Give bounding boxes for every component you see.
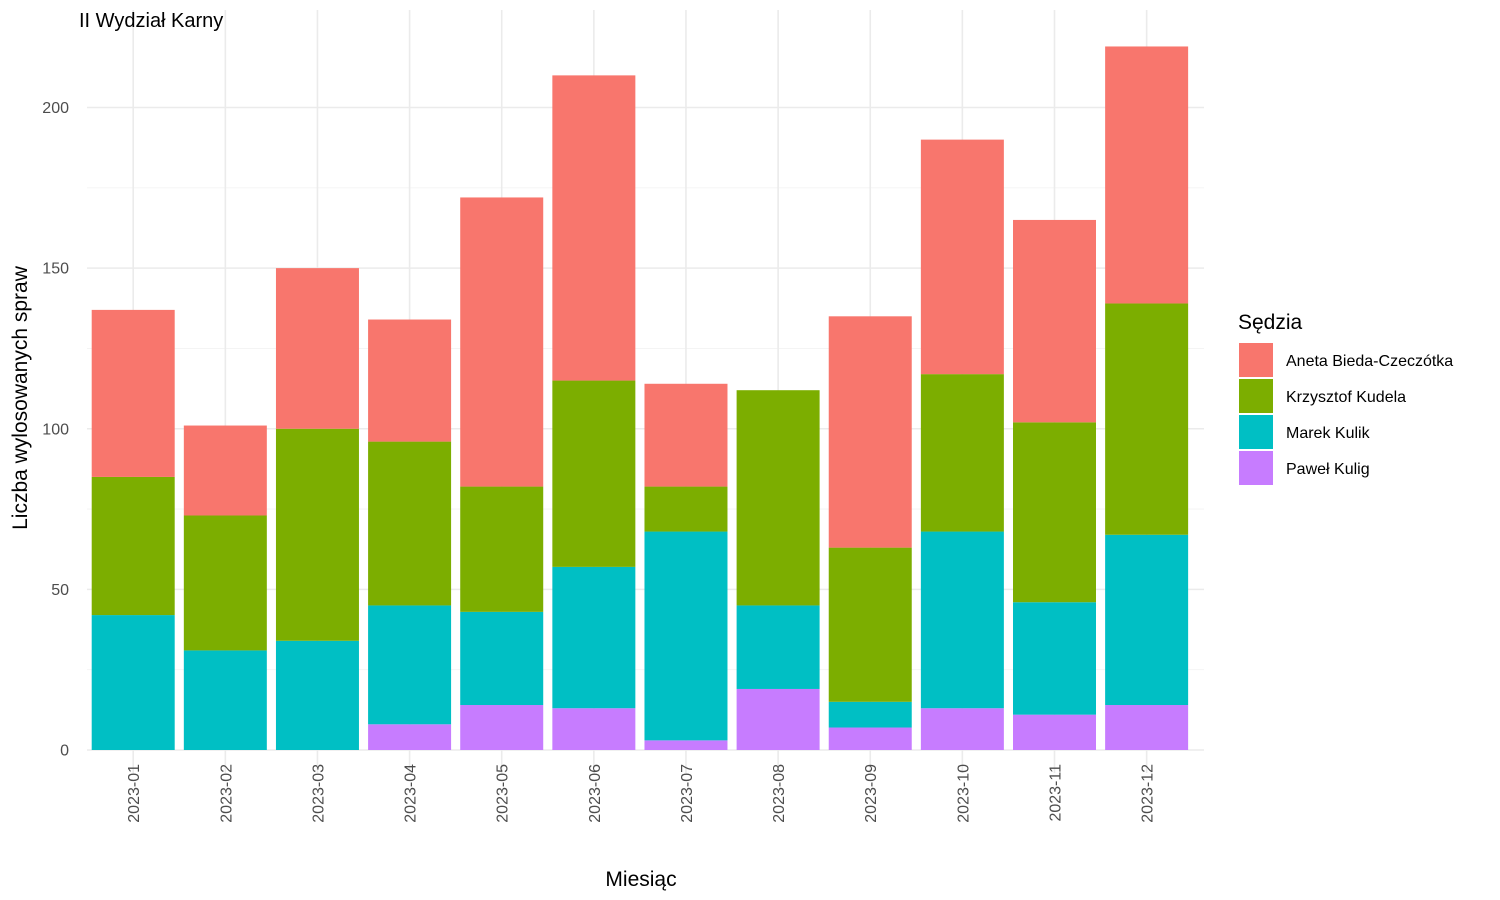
bars bbox=[91, 46, 1189, 750]
y-axis-title: Liczba wylosowanych spraw bbox=[9, 265, 32, 530]
bar-segment bbox=[644, 740, 728, 750]
y-tick-label: 50 bbox=[51, 582, 69, 599]
bar-segment bbox=[920, 708, 1004, 750]
bar-segment bbox=[91, 309, 175, 477]
bar-segment bbox=[275, 268, 359, 429]
bar-segment bbox=[828, 316, 912, 548]
bar-segment bbox=[1013, 714, 1096, 750]
bar-segment bbox=[91, 615, 175, 750]
bar-segment bbox=[644, 383, 728, 487]
legend-swatch bbox=[1239, 451, 1273, 485]
bar-segment bbox=[828, 701, 912, 728]
legend-swatch bbox=[1239, 379, 1273, 413]
bar-segment bbox=[275, 428, 359, 641]
y-tick-label: 150 bbox=[42, 261, 69, 278]
bar-segment bbox=[552, 708, 636, 750]
bar-segment bbox=[368, 319, 452, 442]
bar-segment bbox=[460, 611, 544, 706]
legend-swatch bbox=[1239, 415, 1273, 449]
bar-segment bbox=[552, 75, 636, 381]
x-tick-label: 2023-09 bbox=[863, 764, 880, 823]
x-tick-label: 2023-06 bbox=[587, 764, 604, 823]
bar-segment bbox=[460, 705, 544, 750]
bar-segment bbox=[368, 605, 452, 725]
legend: Sędzia Aneta Bieda-Czeczótka Krzysztof Ku… bbox=[1238, 311, 1453, 485]
y-tick-label: 0 bbox=[60, 743, 69, 760]
bar-segment bbox=[275, 640, 359, 750]
legend-label: Marek Kulik bbox=[1286, 425, 1371, 442]
legend-label: Krzysztof Kudela bbox=[1286, 389, 1406, 406]
chart-title: II Wydział Karny bbox=[79, 10, 223, 32]
x-tick-label: 2023-10 bbox=[955, 764, 972, 823]
x-tick-label: 2023-02 bbox=[218, 764, 235, 823]
bar-segment bbox=[828, 727, 912, 750]
x-tick-label: 2023-08 bbox=[771, 764, 788, 823]
legend-label: Paweł Kulig bbox=[1286, 461, 1370, 478]
bar-segment bbox=[920, 374, 1004, 532]
bar-segment bbox=[183, 515, 267, 651]
bar-segment bbox=[368, 724, 452, 750]
legend-title: Sędzia bbox=[1238, 311, 1303, 334]
bar-segment bbox=[736, 390, 820, 606]
bar-segment bbox=[1105, 705, 1189, 750]
x-tick-label: 2023-12 bbox=[1140, 764, 1157, 823]
legend-items: Aneta Bieda-Czeczótka Krzysztof Kudela Mar… bbox=[1239, 343, 1453, 485]
bar-segment bbox=[828, 547, 912, 702]
bar-segment bbox=[1013, 602, 1096, 715]
x-tick-labels: 2023-01 2023-02 2023-03 2023-04 2023-05 2023-… bbox=[126, 764, 1156, 823]
bar-segment bbox=[183, 425, 267, 516]
bar-segment bbox=[552, 380, 636, 567]
y-tick-label: 100 bbox=[42, 421, 69, 438]
bar-segment bbox=[1105, 46, 1189, 304]
bar-segment bbox=[460, 197, 544, 487]
x-tick-label: 2023-07 bbox=[679, 764, 696, 823]
bar-segment bbox=[920, 531, 1004, 709]
bar-segment bbox=[1105, 303, 1189, 535]
bar-segment bbox=[736, 688, 820, 750]
bar-segment bbox=[368, 441, 452, 606]
y-tick-label: 200 bbox=[42, 100, 69, 117]
bar-segment bbox=[644, 486, 728, 532]
legend-swatch bbox=[1239, 343, 1273, 377]
bar-segment bbox=[644, 531, 728, 741]
x-tick-label: 2023-03 bbox=[310, 764, 327, 823]
bar-segment bbox=[552, 566, 636, 709]
bar-segment bbox=[920, 139, 1004, 375]
y-tick-labels: 0 50 100 150 200 bbox=[42, 100, 69, 760]
x-tick-label: 2023-05 bbox=[495, 764, 512, 823]
bar-segment bbox=[736, 605, 820, 689]
bar-segment bbox=[1013, 422, 1096, 603]
x-tick-label: 2023-04 bbox=[403, 764, 420, 823]
legend-label: Aneta Bieda-Czeczótka bbox=[1286, 353, 1453, 370]
x-tick-label: 2023-11 bbox=[1048, 764, 1065, 822]
bar-segment bbox=[183, 650, 267, 750]
x-axis-title: Miesiąc bbox=[605, 868, 676, 891]
bar-segment bbox=[1013, 219, 1096, 423]
bar-segment bbox=[91, 476, 175, 616]
x-tick-label: 2023-01 bbox=[126, 764, 143, 823]
bar-segment bbox=[460, 486, 544, 612]
bar-segment bbox=[1105, 534, 1189, 706]
